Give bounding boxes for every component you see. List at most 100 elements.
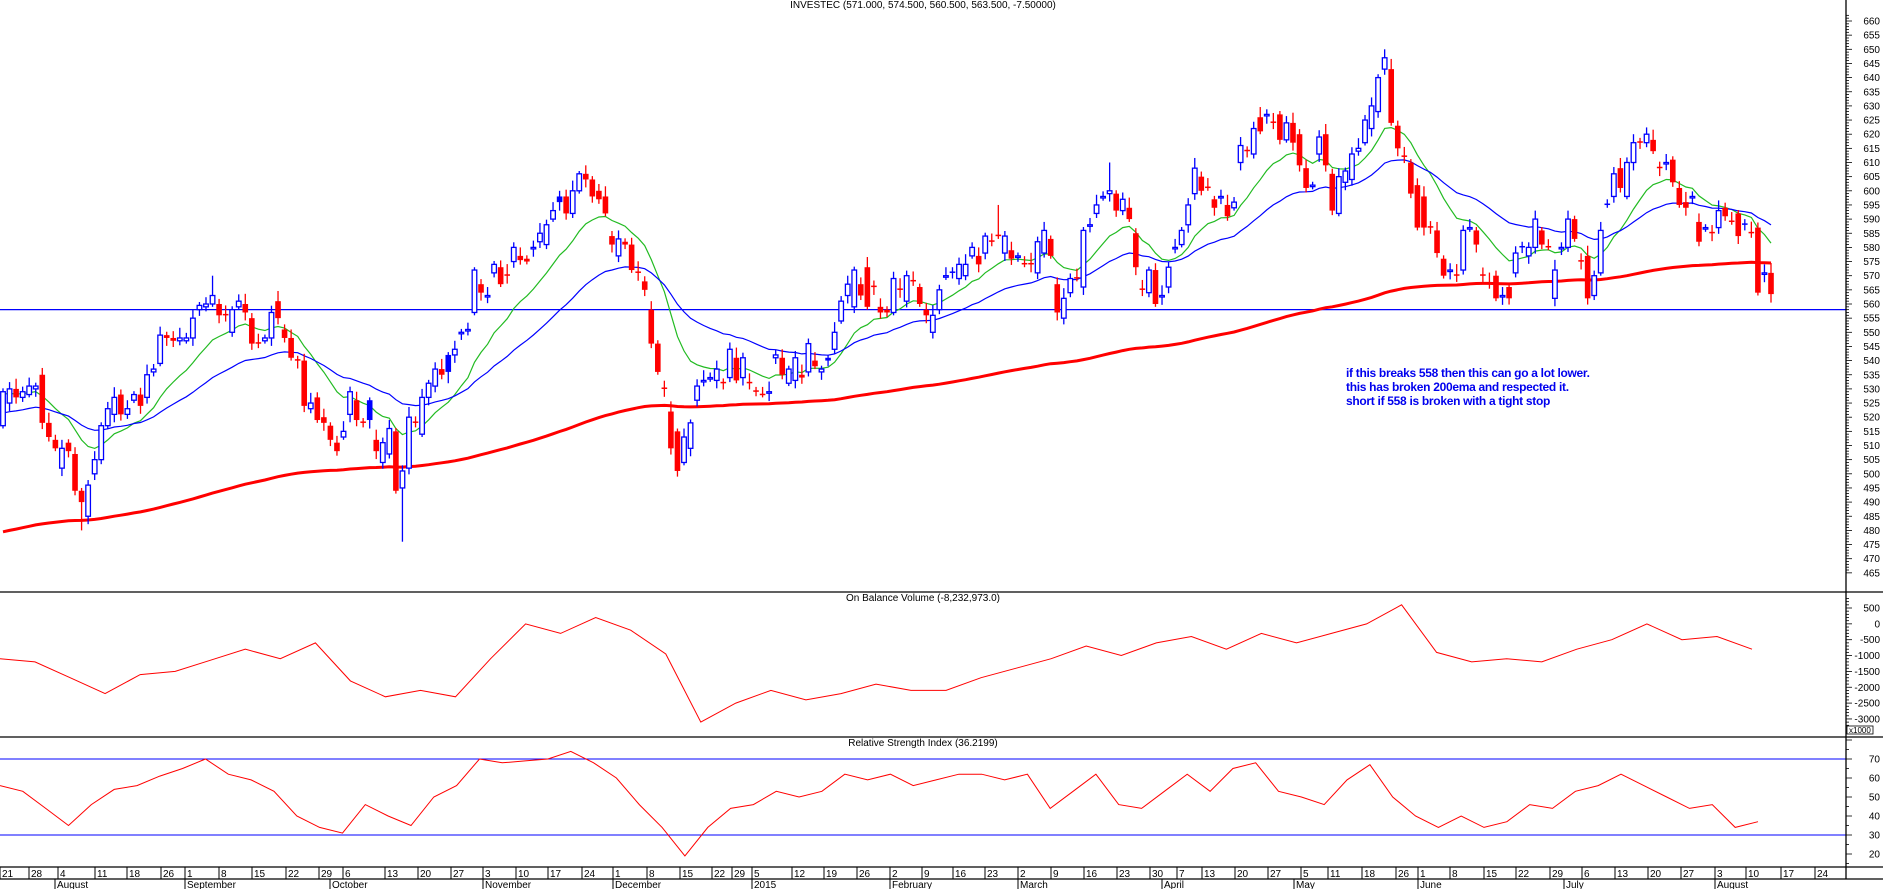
candle-body-up xyxy=(1466,226,1473,230)
candle-body-up xyxy=(425,382,432,399)
month-label: May xyxy=(1296,880,1315,889)
obv-axis-label: -1000 xyxy=(1854,651,1880,662)
candle-body-up xyxy=(386,427,393,455)
candle xyxy=(589,176,596,203)
date-label: 16 xyxy=(955,869,967,880)
candle xyxy=(726,342,733,383)
candle xyxy=(1185,198,1192,233)
candle-body-up xyxy=(183,337,190,342)
candle-body-up xyxy=(785,368,792,384)
candle-body-down xyxy=(216,304,222,316)
candle xyxy=(497,260,504,288)
price-axis-label: 590 xyxy=(1863,215,1880,226)
candle xyxy=(1610,167,1617,203)
date-label: 16 xyxy=(1086,869,1098,880)
candle xyxy=(1473,227,1480,253)
candle-body-down xyxy=(877,306,884,313)
obv-axis-label: -500 xyxy=(1860,635,1880,646)
price-axis-label: 615 xyxy=(1863,144,1880,155)
month-label: December xyxy=(615,880,662,889)
candle xyxy=(1709,225,1715,242)
candle xyxy=(510,242,517,268)
price-axis-label: 510 xyxy=(1863,441,1880,452)
candle-body-down xyxy=(1139,288,1146,290)
price-axis-label: 635 xyxy=(1863,87,1880,98)
candle xyxy=(635,261,641,281)
candle-body-up xyxy=(176,337,183,342)
date-label: 20 xyxy=(420,869,432,880)
obv-axis-label: -1500 xyxy=(1854,667,1880,678)
candle xyxy=(1768,262,1774,303)
candle xyxy=(707,372,714,382)
candle-body-up xyxy=(189,317,196,339)
candle xyxy=(229,306,236,337)
price-axis-label: 555 xyxy=(1863,314,1880,325)
candle-body-up xyxy=(844,283,851,297)
candle-body-down xyxy=(1290,122,1296,143)
candle xyxy=(1198,171,1205,196)
candle xyxy=(1728,212,1735,225)
candle xyxy=(1218,189,1224,205)
candle-body-up xyxy=(98,425,105,461)
candle xyxy=(1539,227,1545,250)
candle-body-down xyxy=(602,196,609,214)
price-axis-label: 645 xyxy=(1863,59,1880,70)
price-axis-label: 520 xyxy=(1863,413,1880,424)
candle-body-down xyxy=(517,255,524,261)
price-axis-label: 480 xyxy=(1863,526,1880,537)
candle xyxy=(1466,219,1473,232)
candle xyxy=(1715,200,1722,234)
candle-body-down xyxy=(582,173,589,180)
candle xyxy=(1303,159,1309,193)
date-label: 27 xyxy=(1683,869,1695,880)
candle-body-up xyxy=(1362,119,1368,144)
candle-body-down xyxy=(1768,272,1774,295)
candle-body-up xyxy=(739,357,746,379)
candle-body-down xyxy=(668,411,674,449)
candle xyxy=(890,271,897,316)
candle-body-up xyxy=(1512,252,1519,274)
candle-body-down xyxy=(118,394,124,415)
candle xyxy=(916,283,923,307)
candle-body-down xyxy=(373,439,380,452)
candle xyxy=(170,331,177,348)
candle xyxy=(1604,199,1611,208)
candle xyxy=(628,237,635,273)
candle-body-down xyxy=(988,240,995,242)
date-label: 1 xyxy=(1420,869,1426,880)
candle xyxy=(118,389,124,421)
candle-body-up xyxy=(471,269,478,314)
candle-body-up xyxy=(1185,204,1192,226)
annotation-text: if this breaks 558 then this can go a lo… xyxy=(1346,366,1590,408)
candle-body-up xyxy=(838,300,845,322)
candle xyxy=(72,447,78,496)
candle-body-down xyxy=(1303,168,1309,188)
candle-body-down xyxy=(1486,282,1493,285)
candle xyxy=(655,340,661,375)
candle-body-up xyxy=(491,263,498,274)
candle xyxy=(504,264,511,284)
candle-body-up xyxy=(1715,209,1722,229)
candle-body-up xyxy=(1630,142,1637,164)
candle-body-up xyxy=(1499,294,1506,298)
price-axis-label: 580 xyxy=(1863,243,1880,254)
candle-body-down xyxy=(1152,270,1159,304)
candle-body-up xyxy=(1342,170,1349,183)
date-label: 20 xyxy=(1650,869,1662,880)
candle xyxy=(19,386,26,402)
date-label: 11 xyxy=(97,869,108,880)
date-label: 8 xyxy=(221,869,227,880)
candle xyxy=(517,247,524,265)
candle xyxy=(988,233,995,247)
candle xyxy=(281,324,288,343)
rsi-axis-label: 20 xyxy=(1869,850,1881,861)
candle-body-up xyxy=(1218,195,1224,199)
candle-body-down xyxy=(1650,139,1656,152)
candle xyxy=(1650,129,1656,155)
candle-body-down xyxy=(1388,69,1395,123)
candle-body-up xyxy=(982,235,989,254)
candle-body-down xyxy=(242,304,249,313)
month-label: June xyxy=(1420,880,1442,889)
candle-body-down xyxy=(746,381,753,384)
candle xyxy=(321,408,327,431)
